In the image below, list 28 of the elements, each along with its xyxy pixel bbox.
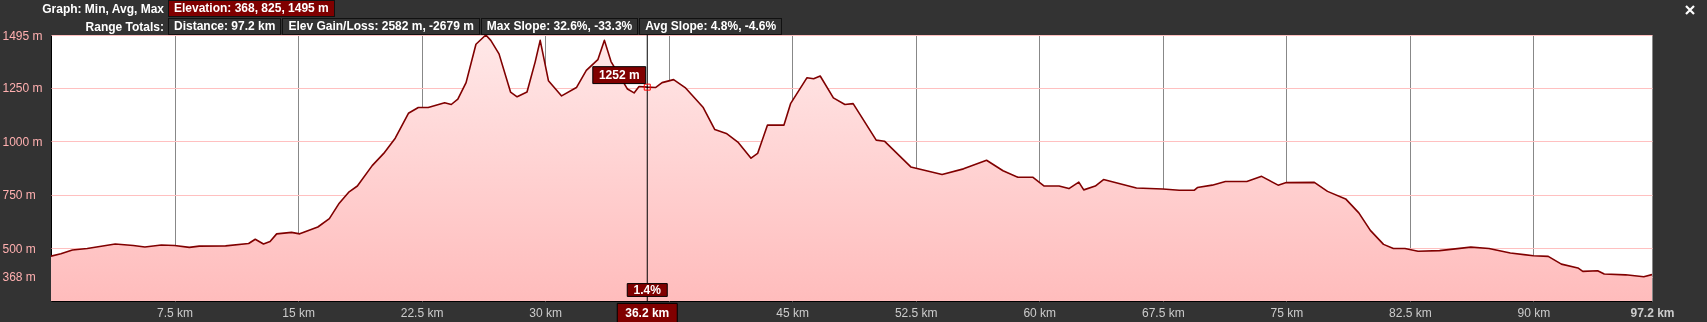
x-tick-label: 75 km — [1270, 305, 1304, 320]
x-tick-label: 15 km — [282, 305, 315, 320]
y-tick-label: 368 m — [2, 270, 36, 285]
text: Distance: 97.2 km — [168, 18, 282, 35]
x-tick-label: 82.5 km — [1389, 305, 1432, 320]
x-tick-label: 7.5 km — [157, 305, 194, 320]
x-tick-label: 30 km — [529, 305, 562, 320]
y-tick-label: 500 m — [2, 241, 36, 256]
y-tick-label: 1495 m — [2, 28, 43, 43]
text: Range Totals: — [85, 19, 164, 34]
x-tick-label: 67.5 km — [1141, 305, 1185, 320]
x-tick-label: 97.2 km — [1630, 305, 1675, 320]
text: Graph: Min, Avg, Max — [41, 1, 165, 16]
text: Max Slope: 32.6%, -33.3% — [480, 18, 639, 35]
y-tick-label: 1000 m — [2, 134, 43, 149]
ref-line-label: 36.2 km — [625, 306, 670, 320]
text: Elev Gain/Loss: 2582 m, -2679 m — [282, 18, 480, 35]
text: Elevation: 368, 825, 1495 m — [168, 0, 335, 17]
y-tick-label: 1250 m — [2, 81, 43, 96]
x-tick-label: 60 km — [1023, 305, 1057, 320]
annotation: 1.4% — [633, 283, 662, 297]
text: Avg Slope: 4.8%, -4.6% — [639, 18, 783, 35]
y-tick-label: 750 m — [2, 188, 36, 203]
x-tick-label: 22.5 km — [400, 305, 444, 320]
x-tick-label: 52.5 km — [894, 305, 938, 320]
annotation: 1252 m — [598, 68, 640, 83]
x-tick-label: 90 km — [1517, 305, 1551, 320]
x-tick-label: 45 km — [776, 305, 810, 320]
